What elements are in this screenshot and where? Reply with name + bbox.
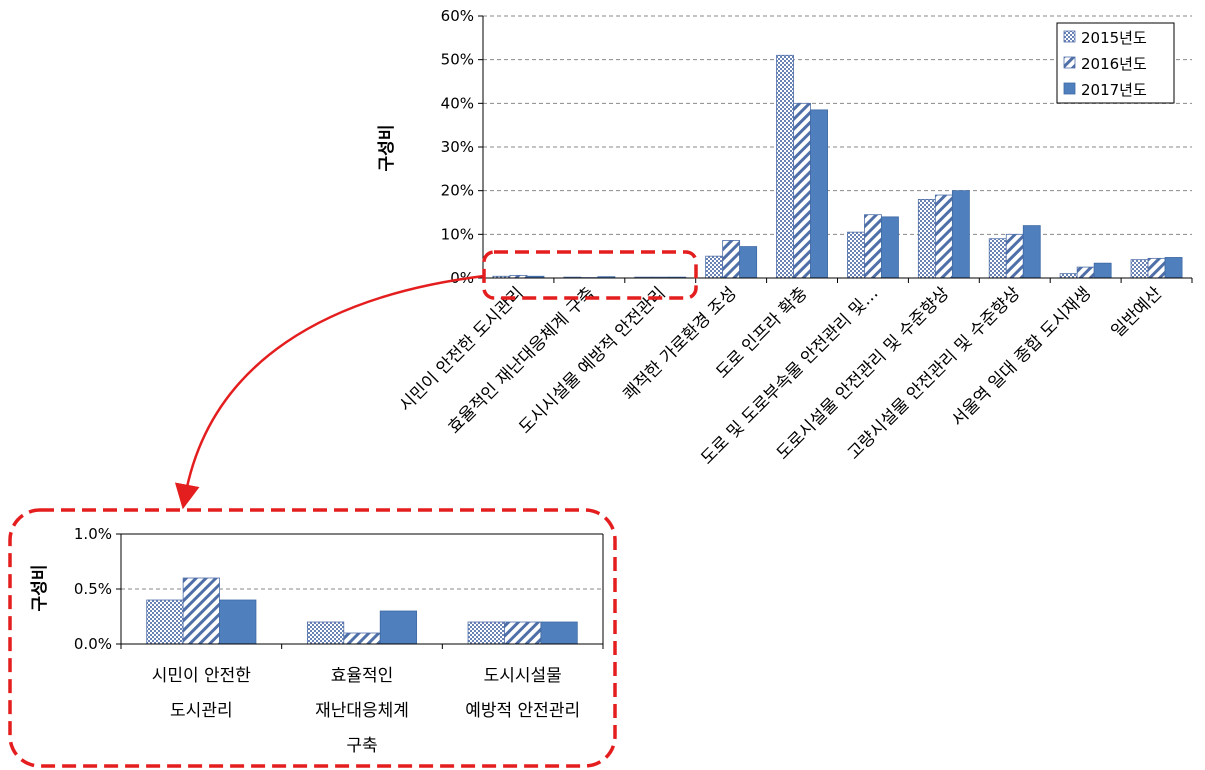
category-label-line: 예방적 안전관리 xyxy=(465,701,580,721)
y-tick-label: 40% xyxy=(441,94,474,112)
zoom-arrow xyxy=(174,274,485,510)
y-tick-label: 30% xyxy=(441,138,474,156)
bar-2015년도-9 xyxy=(1130,259,1149,279)
bar-2016년도-7 xyxy=(1005,233,1024,279)
legend-label-2017: 2017년도 xyxy=(1081,81,1147,99)
bar-2015년도-5 xyxy=(847,231,865,279)
main-bar-chart: 구성비 0%10%20%30%40%50%60% 시민이 안전한 도시관리효율적… xyxy=(377,7,1193,469)
y-tick-label: 0.0% xyxy=(74,635,112,653)
y-tick-label: 50% xyxy=(441,51,474,69)
legend-label-2016: 2016년도 xyxy=(1081,55,1147,73)
category-label: 일반예산 xyxy=(1108,283,1167,342)
bar-2017년도-4 xyxy=(810,109,828,279)
category-label-line: 구축 xyxy=(346,736,377,756)
inset-bars xyxy=(146,577,578,645)
bar-2017년도-1 xyxy=(379,610,418,645)
zoom-highlight-box xyxy=(482,250,698,300)
legend: 2015년도 2016년도 2017년도 xyxy=(1056,22,1175,104)
category-label-line: 재난대응체계 xyxy=(315,701,409,721)
bar-2017년도-9 xyxy=(1164,257,1183,279)
legend-swatch-2015 xyxy=(1063,30,1076,43)
y-tick-label: 20% xyxy=(441,182,474,200)
bar-2015년도-1 xyxy=(306,621,345,645)
inset-y-axis-label: 구성비 xyxy=(30,565,50,612)
bar-2016년도-9 xyxy=(1147,257,1166,279)
bar-2016년도-2 xyxy=(504,621,542,645)
category-label: 시민이 안전한 도시관리 xyxy=(396,283,528,415)
category-label-line: 효율적인 xyxy=(331,666,394,686)
category-label: 서울역 일대 종합 도시재생 xyxy=(948,283,1095,430)
bar-2017년도-6 xyxy=(951,190,970,279)
bar-2016년도-8 xyxy=(1076,266,1095,279)
bar-2015년도-6 xyxy=(917,198,936,279)
bar-2015년도-0 xyxy=(146,599,184,645)
bar-2015년도-3 xyxy=(705,255,724,279)
legend-label-2015: 2015년도 xyxy=(1081,29,1147,47)
category-label-line: 시민이 안전한 xyxy=(152,666,252,686)
bar-2017년도-7 xyxy=(1022,225,1041,279)
category-label: 효율적인 재난대응체계 구축 xyxy=(444,283,599,438)
y-tick-label: 0.5% xyxy=(74,580,112,598)
y-tick-label: 1.0% xyxy=(74,525,112,543)
bar-2017년도-0 xyxy=(219,599,257,645)
bar-2017년도-2 xyxy=(540,621,578,645)
legend-swatch-2017 xyxy=(1063,82,1076,95)
y-tick-label: 60% xyxy=(441,7,474,25)
inset-frame xyxy=(8,508,617,768)
bar-2017년도-3 xyxy=(739,246,758,279)
inset-y-tick-labels: 0.0% 0.5% 1.0% xyxy=(74,525,112,653)
bar-2016년도-6 xyxy=(934,194,953,279)
bar-2015년도-8 xyxy=(1059,273,1078,279)
legend-swatch-2016 xyxy=(1063,56,1076,69)
bar-2016년도-1 xyxy=(343,632,381,645)
legend-box xyxy=(1056,22,1175,104)
main-y-axis-label: 구성비 xyxy=(377,125,397,172)
bar-2016년도-3 xyxy=(722,240,741,279)
bar-2015년도-2 xyxy=(467,621,505,645)
category-label: 도시시설물 예방적 안전관리 xyxy=(515,283,670,438)
category-label-line: 도시관리 xyxy=(170,701,233,721)
bar-2015년도-7 xyxy=(988,238,1007,279)
inset-axes xyxy=(116,533,604,649)
bar-2016년도-0 xyxy=(182,577,220,645)
main-y-tick-labels: 0%10%20%30%40%50%60% xyxy=(441,7,474,287)
category-label-line: 도시시설물 xyxy=(484,666,562,686)
main-axes xyxy=(478,15,1193,283)
y-tick-label: 10% xyxy=(441,225,474,243)
bar-2015년도-4 xyxy=(776,54,794,279)
bar-2016년도-4 xyxy=(793,102,811,279)
bar-2017년도-8 xyxy=(1093,262,1112,279)
bar-2017년도-5 xyxy=(881,216,899,279)
bar-2016년도-5 xyxy=(864,214,882,279)
